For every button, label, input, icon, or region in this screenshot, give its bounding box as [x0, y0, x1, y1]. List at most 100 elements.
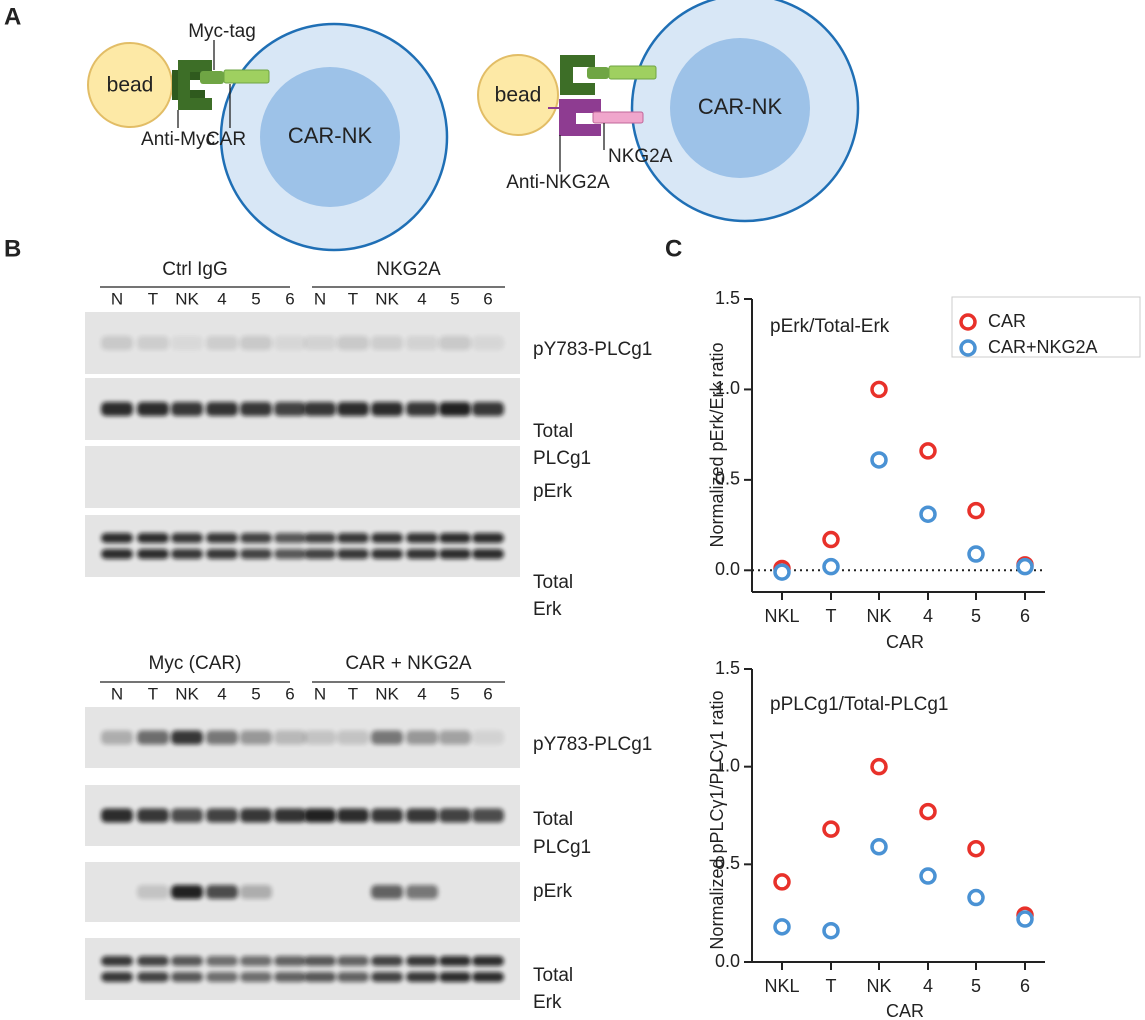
x-tick-label: NKL: [764, 606, 799, 626]
point: [870, 757, 888, 776]
lane-label: T: [148, 289, 158, 308]
point: [967, 545, 985, 563]
label: CAR-NK: [288, 123, 373, 148]
point: [822, 557, 840, 576]
car: [608, 65, 657, 80]
panel-label: B: [4, 235, 21, 262]
car: [223, 69, 270, 84]
lane-label: 6: [285, 289, 294, 308]
lane-label: N: [111, 684, 123, 703]
band: [240, 808, 272, 823]
group-label: CAR + NKG2A: [345, 653, 472, 674]
blot-label: Total: [533, 965, 573, 986]
label: CAR-NK: [698, 94, 783, 119]
band: [304, 402, 336, 416]
band: [137, 808, 169, 823]
y-axis-label: Normalized pErk/Erk ratio: [707, 342, 727, 547]
band: [137, 972, 169, 982]
band: [371, 336, 403, 350]
band: [171, 549, 203, 559]
point: [822, 820, 840, 838]
lane-label: 4: [417, 684, 426, 703]
band: [137, 533, 169, 543]
legend-marker: [959, 313, 977, 331]
band: [304, 730, 336, 745]
panel-label: C: [665, 235, 682, 262]
x-tick-label: NKL: [764, 976, 799, 996]
y-tick-label: 1.5: [715, 288, 740, 308]
y-tick-label: 1.0: [715, 378, 740, 398]
label: Anti-Myc: [141, 129, 215, 150]
band: [101, 549, 133, 559]
x-tick-label: T: [826, 606, 837, 626]
band: [371, 885, 403, 899]
label: bead: [107, 74, 154, 97]
point: [870, 380, 888, 399]
lane-label: 4: [217, 684, 226, 703]
band: [371, 730, 403, 745]
blot: [85, 515, 520, 577]
lane-label: T: [148, 684, 158, 703]
band: [171, 808, 203, 823]
band: [240, 533, 272, 543]
band: [240, 956, 272, 966]
band: [406, 533, 438, 543]
lane-label: NK: [375, 289, 399, 308]
blot-label: Total: [533, 421, 573, 442]
point: [967, 839, 985, 858]
band: [101, 972, 133, 982]
band: [137, 402, 169, 416]
nucleus: [670, 38, 810, 178]
blot-label: PLCg1: [533, 837, 591, 858]
band: [206, 808, 238, 823]
band: [472, 956, 504, 966]
point: [919, 442, 937, 460]
group-label: NKG2A: [376, 259, 441, 280]
label: CAR: [206, 129, 246, 150]
y-axis-label: Normalized pPLCγ1/PLCγ1 ratio: [707, 690, 727, 949]
lane-label: T: [348, 684, 358, 703]
y-tick-label: 0.5: [715, 853, 740, 873]
band: [439, 808, 471, 823]
lane-label: 4: [217, 289, 226, 308]
blot-label: Erk: [533, 992, 562, 1013]
band: [406, 336, 438, 350]
lane-label: 6: [483, 684, 492, 703]
band: [274, 336, 306, 350]
band: [406, 956, 438, 966]
band: [371, 972, 403, 982]
band: [439, 533, 471, 543]
band: [304, 549, 336, 559]
label: NKG2A: [608, 146, 673, 167]
point: [1016, 910, 1034, 928]
band: [206, 885, 238, 899]
band: [274, 956, 306, 966]
anti-nkg2a: [548, 99, 601, 136]
lane-label: 6: [285, 684, 294, 703]
band: [472, 402, 504, 416]
band: [337, 533, 369, 543]
band: [337, 402, 369, 416]
x-tick-label: 5: [971, 606, 981, 626]
x-tick-label: NK: [866, 976, 891, 996]
point: [967, 501, 985, 520]
point: [773, 918, 791, 936]
band: [304, 336, 336, 350]
band: [406, 972, 438, 982]
band: [337, 336, 369, 350]
band: [101, 730, 133, 745]
x-tick-label: NK: [866, 606, 891, 626]
lane-label: 5: [450, 684, 459, 703]
nkg2a: [592, 111, 644, 124]
band: [101, 808, 133, 823]
y-tick-label: 1.0: [715, 755, 740, 775]
band: [406, 885, 438, 899]
point: [1016, 557, 1034, 576]
lane-label: T: [348, 289, 358, 308]
band: [371, 533, 403, 543]
band: [240, 730, 272, 745]
band: [206, 402, 238, 416]
band: [137, 730, 169, 745]
anti-myc: [178, 60, 212, 110]
